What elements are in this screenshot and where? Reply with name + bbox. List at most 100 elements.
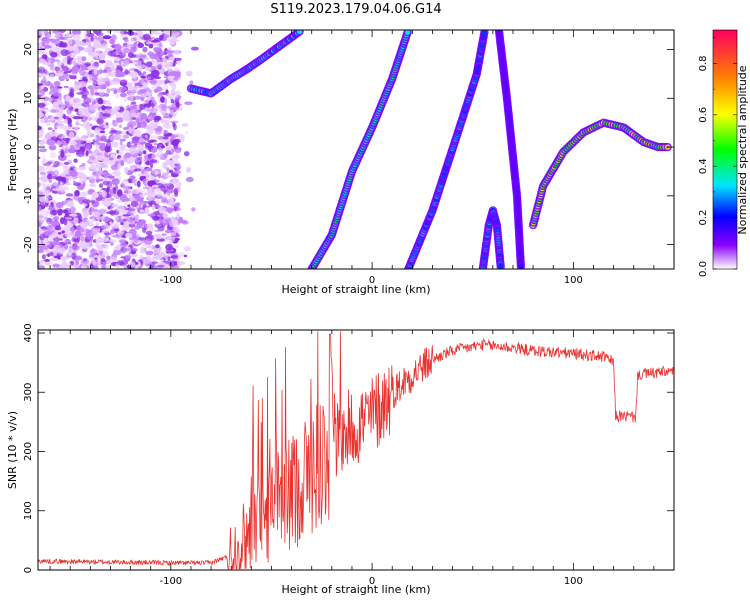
- noise-blob: [89, 248, 98, 256]
- noise-blob: [44, 82, 53, 86]
- noise-blob: [84, 238, 91, 243]
- noise-blob: [152, 179, 160, 183]
- noise-blob: [54, 132, 62, 136]
- noise-blob: [140, 260, 144, 266]
- noise-blob: [54, 255, 58, 259]
- noise-blob: [144, 134, 149, 139]
- noise-blob: [155, 236, 164, 240]
- noise-blob: [107, 100, 111, 108]
- noise-blob: [41, 41, 46, 47]
- noise-blob: [129, 93, 135, 97]
- noise-blob: [109, 135, 115, 142]
- noise-blob: [101, 78, 109, 82]
- noise-blob: [45, 253, 51, 257]
- noise-blob: [38, 30, 47, 36]
- noise-blob: [155, 244, 160, 249]
- noise-blob: [82, 199, 92, 204]
- noise-blob: [118, 86, 128, 92]
- noise-blob: [47, 173, 53, 180]
- noise-blob: [78, 68, 86, 76]
- noise-blob: [110, 129, 118, 134]
- noise-blob: [48, 179, 53, 183]
- noise-blob: [164, 112, 169, 116]
- noise-blob: [40, 78, 49, 81]
- noise-blob: [48, 96, 56, 103]
- noise-blob: [120, 183, 125, 188]
- noise-blob: [61, 134, 66, 139]
- noise-blob: [80, 265, 88, 269]
- noise-blob: [136, 221, 143, 229]
- noise-blob: [90, 36, 94, 42]
- noise-blob: [165, 65, 173, 68]
- noise-blob: [59, 181, 64, 186]
- y-tick-label: -20: [23, 236, 34, 252]
- snr-ylabel: SNR (10 * v/v): [6, 411, 19, 489]
- noise-blob: [90, 88, 95, 96]
- noise-blob: [118, 228, 125, 237]
- noise-blob: [164, 97, 168, 105]
- noise-blob: [160, 145, 166, 149]
- noise-blob: [104, 146, 111, 153]
- noise-blob: [147, 139, 155, 143]
- noise-blob: [130, 54, 137, 58]
- noise-blob: [38, 156, 41, 160]
- noise-blob: [142, 186, 149, 190]
- noise-blob: [86, 32, 95, 38]
- noise-blob: [79, 184, 84, 191]
- noise-blob: [147, 51, 155, 56]
- noise-blob: [113, 60, 119, 63]
- noise-blob: [134, 148, 140, 154]
- trace-3-core: [498, 264, 504, 269]
- noise-blob: [77, 139, 83, 143]
- noise-blob: [71, 245, 80, 250]
- noise-blob: [116, 69, 121, 76]
- noise-blob: [164, 119, 170, 125]
- noise-blob: [151, 102, 155, 109]
- noise-blob: [66, 108, 72, 115]
- noise-blob: [112, 119, 119, 127]
- noise-blob: [174, 97, 180, 105]
- noise-blob: [88, 176, 96, 180]
- noise-blob: [49, 151, 57, 159]
- noise-blob: [102, 180, 110, 186]
- noise-blob: [73, 242, 80, 245]
- noise-blob: [168, 260, 177, 267]
- noise-blob: [153, 104, 162, 110]
- noise-blob: [117, 30, 125, 35]
- noise-blob: [41, 254, 46, 260]
- noise-blob: [47, 127, 53, 130]
- noise-blob: [71, 252, 77, 260]
- noise-blob: [39, 233, 45, 241]
- noise-blob: [53, 169, 60, 177]
- noise-blob: [76, 120, 80, 124]
- noise-blob: [98, 90, 105, 96]
- noise-blob: [126, 122, 133, 130]
- noise-blob: [135, 109, 139, 113]
- noise-blob: [122, 214, 131, 217]
- noise-blob: [154, 220, 161, 225]
- snr-xlabel: Height of straight line (km): [281, 583, 430, 596]
- noise-blob: [171, 139, 180, 146]
- noise-blob: [123, 264, 128, 269]
- noise-blob: [123, 185, 132, 189]
- noise-blob: [137, 236, 147, 241]
- noise-blob: [66, 262, 72, 269]
- noise-blob: [173, 90, 182, 96]
- noise-blob: [189, 80, 194, 85]
- noise-blob: [80, 89, 89, 97]
- noise-blob: [150, 135, 160, 139]
- noise-blob: [47, 196, 53, 200]
- noise-blob: [122, 134, 130, 139]
- noise-blob: [93, 68, 98, 76]
- noise-blob: [69, 213, 78, 217]
- noise-blob: [73, 158, 78, 163]
- noise-blob: [131, 136, 140, 144]
- noise-blob: [116, 260, 124, 266]
- noise-blob: [94, 92, 100, 96]
- noise-blob: [173, 170, 182, 175]
- noise-blob: [78, 80, 87, 88]
- noise-blob: [68, 131, 75, 139]
- noise-blob: [102, 35, 112, 40]
- noise-blob: [136, 195, 142, 202]
